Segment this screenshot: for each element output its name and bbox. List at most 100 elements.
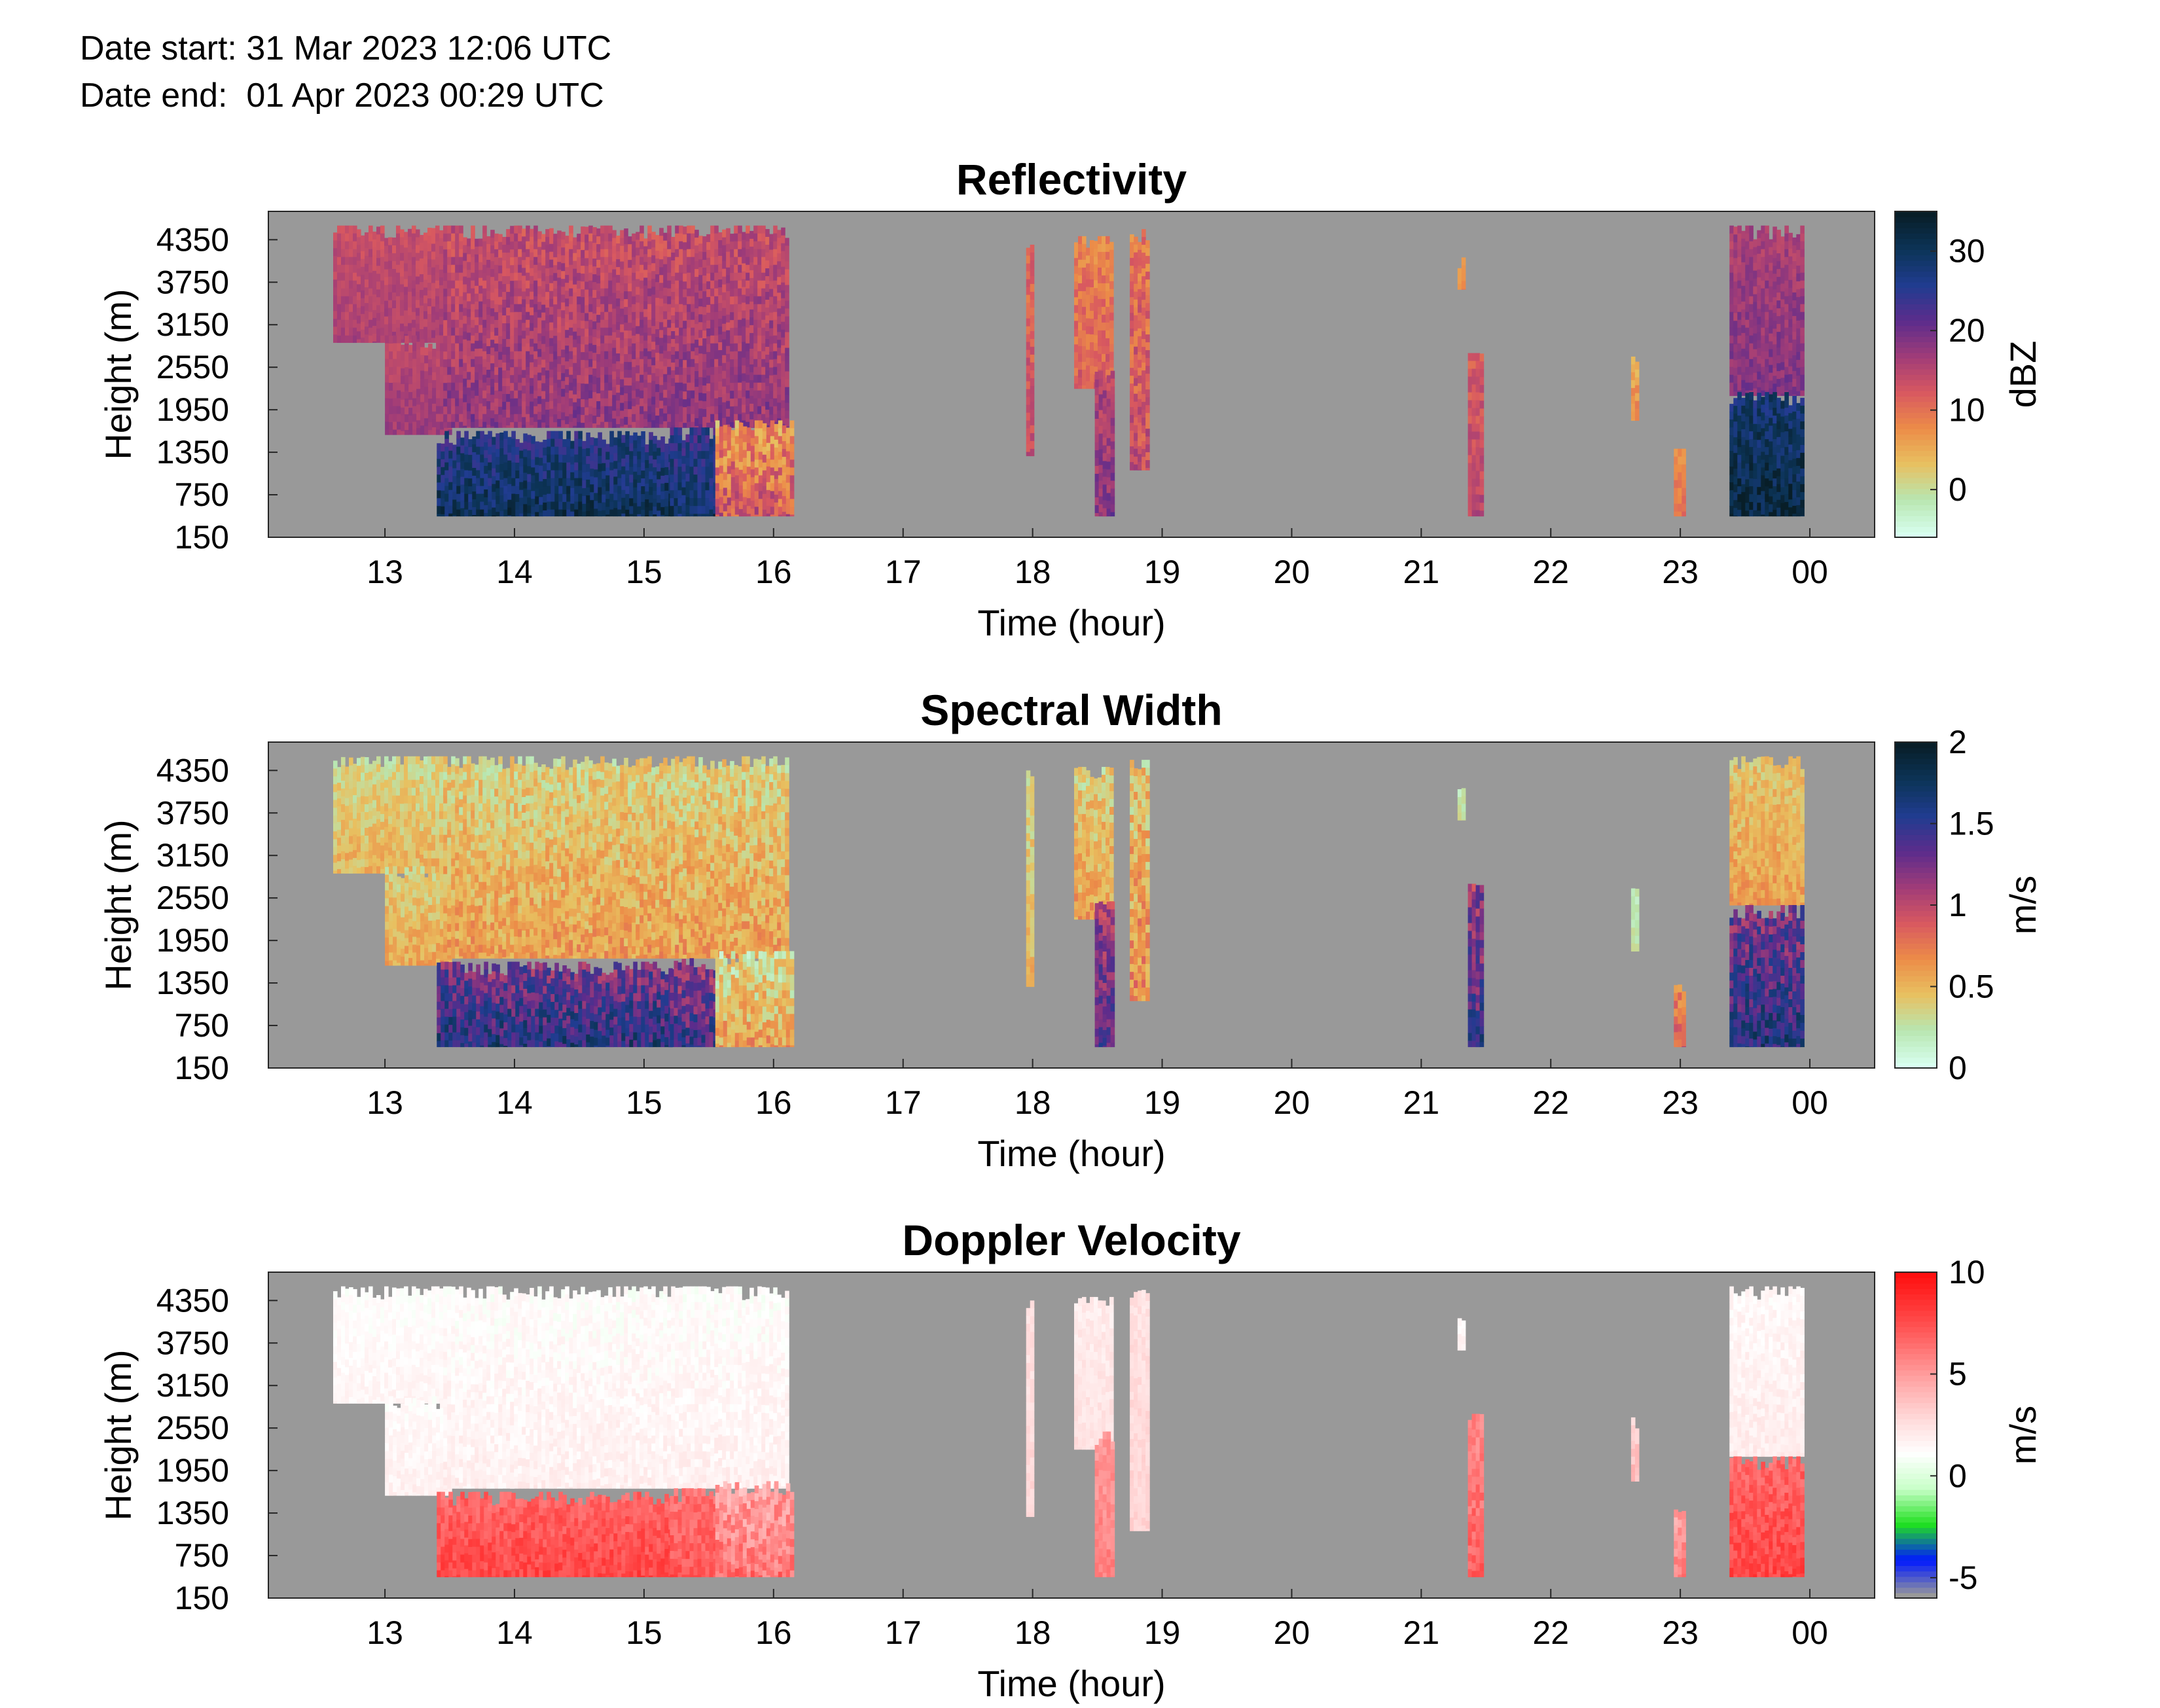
colorbar-tick-label: 5 — [1949, 1356, 1967, 1393]
x-tick-label: 17 — [885, 1084, 922, 1121]
x-tick-label: 18 — [1015, 1614, 1051, 1651]
y-tick-label: 3750 — [156, 794, 229, 831]
echo-region — [1094, 1431, 1115, 1578]
echo-region — [1729, 905, 1805, 1048]
x-tick-label: 14 — [496, 554, 533, 590]
date-end-text: Date end: 01 Apr 2023 00:29 UTC — [80, 77, 604, 115]
echo-region — [1674, 984, 1686, 1048]
y-tick-label: 1950 — [156, 1452, 229, 1489]
echo-region — [1729, 1286, 1805, 1457]
echo-region — [1026, 1300, 1035, 1518]
x-tick-label: 14 — [496, 1084, 533, 1121]
x-tick-label: 16 — [755, 1084, 792, 1121]
y-tick-label: 2550 — [156, 1410, 229, 1446]
echo-region — [715, 951, 795, 1048]
echo-region — [1130, 229, 1150, 471]
echo-region — [385, 866, 452, 966]
y-tick-label: 1350 — [156, 965, 229, 1001]
echo-region — [1467, 353, 1485, 517]
axes-frame — [268, 211, 1875, 538]
y-tick-label: 4350 — [156, 221, 229, 258]
y-tick-label: 3750 — [156, 1325, 229, 1361]
echo-region — [437, 431, 673, 517]
echo-region — [1729, 225, 1805, 397]
echo-field — [333, 225, 1805, 517]
y-tick-label: 3150 — [156, 1367, 229, 1404]
colorbar-label: dBZ — [2002, 341, 2043, 408]
y-tick-label: 750 — [175, 476, 229, 513]
echo-region — [385, 1396, 452, 1496]
colorbar-label: m/s — [2002, 876, 2043, 934]
echo-region — [1026, 770, 1035, 987]
y-tick-label: 1950 — [156, 922, 229, 959]
echo-region — [670, 958, 718, 1048]
echo-region — [1467, 883, 1485, 1048]
y-tick-label: 1350 — [156, 1495, 229, 1531]
y-tick-label: 3150 — [156, 837, 229, 874]
x-tick-label: 15 — [626, 1084, 662, 1121]
x-axis-label: Time (hour) — [977, 1663, 1165, 1704]
x-tick-label: 00 — [1791, 1614, 1828, 1651]
y-tick-label: 3750 — [156, 264, 229, 300]
x-tick-label: 16 — [755, 1614, 792, 1651]
x-tick-label: 23 — [1662, 1084, 1699, 1121]
y-tick-label: 4350 — [156, 752, 229, 789]
colorbar: -5 0 5 10 m/s — [1894, 1254, 2043, 1599]
x-tick-label: 21 — [1403, 1084, 1440, 1121]
x-tick-label: 23 — [1662, 554, 1699, 590]
x-tick-label: 16 — [755, 554, 792, 590]
x-tick-label: 19 — [1144, 1084, 1181, 1121]
echo-region — [1074, 236, 1114, 389]
echo-region — [443, 756, 789, 959]
axes-frame — [268, 1272, 1875, 1599]
x-tick-label: 15 — [626, 554, 662, 590]
y-tick-label: 4350 — [156, 1282, 229, 1319]
x-tick-label: 22 — [1532, 1614, 1569, 1651]
panel-title: Doppler Velocity — [902, 1216, 1240, 1264]
echo-region — [1074, 1296, 1114, 1450]
echo-region — [1074, 766, 1114, 920]
y-tick-label: 750 — [175, 1007, 229, 1044]
colorbar-tick-label: 0 — [1949, 1050, 1967, 1086]
y-tick-label: 1350 — [156, 434, 229, 471]
x-tick-label: 17 — [885, 554, 922, 590]
x-tick-label: 13 — [367, 1614, 403, 1651]
echo-region — [1130, 760, 1150, 1001]
colorbar-tick-label: 1 — [1949, 887, 1967, 923]
x-tick-label: 18 — [1015, 554, 1051, 590]
x-tick-label: 13 — [367, 554, 403, 590]
echo-region — [1094, 370, 1115, 517]
colorbar-label: m/s — [2002, 1406, 2043, 1465]
colorbar-tick-label: 10 — [1949, 392, 1985, 429]
echo-region — [670, 427, 718, 517]
echo-region — [1457, 1318, 1466, 1351]
echo-region — [1729, 392, 1805, 517]
x-tick-label: 13 — [367, 1084, 403, 1121]
x-tick-label: 21 — [1403, 1614, 1440, 1651]
echo-region — [333, 756, 448, 874]
colorbar-tick-label: 0.5 — [1949, 969, 1994, 1005]
x-tick-label: 17 — [885, 1614, 922, 1651]
panel-title: Reflectivity — [956, 155, 1187, 204]
colorbar-tick-label: 20 — [1949, 312, 1985, 349]
echo-region — [1026, 244, 1035, 457]
echo-region — [1630, 356, 1640, 421]
echo-region — [1729, 756, 1805, 906]
colorbar-tick-label: 10 — [1949, 1254, 1985, 1290]
echo-region — [1674, 1509, 1686, 1578]
y-axis-label: Height (m) — [98, 1349, 139, 1520]
y-tick-label: 2550 — [156, 349, 229, 385]
colorbar-tick-label: 0 — [1949, 471, 1967, 508]
x-axis-label: Time (hour) — [977, 602, 1165, 643]
colorbar-tick-label: 1.5 — [1949, 806, 1994, 842]
date-header: Date start: 31 Mar 2023 12:06 UTC Date e… — [80, 25, 611, 119]
x-tick-label: 18 — [1015, 1084, 1051, 1121]
echo-region — [1467, 1414, 1485, 1578]
x-tick-label: 19 — [1144, 554, 1181, 590]
y-tick-label: 150 — [175, 1580, 229, 1616]
echo-region — [1674, 448, 1686, 517]
echo-region — [333, 1286, 448, 1404]
colorbar-tick-label: -5 — [1949, 1559, 1977, 1596]
